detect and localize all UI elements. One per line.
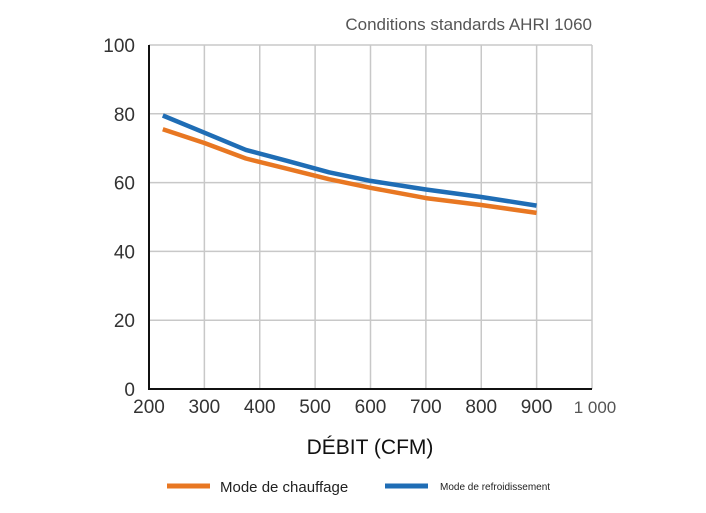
y-tick-label: 40	[114, 242, 135, 263]
x-tick-labels: 200 300 400 500 600 700 800 900 1 000	[133, 397, 616, 418]
x-tick-label: 500	[299, 397, 331, 418]
y-tick-label: 100	[103, 36, 135, 57]
y-tick-label: 0	[124, 380, 135, 401]
series-lines	[161, 113, 537, 216]
x-tick-label: 600	[355, 397, 387, 418]
x-tick-label: 400	[244, 397, 276, 418]
legend-label-cooling: Mode de refroidissement	[440, 482, 550, 493]
legend: Mode de chauffage Mode de refroidissemen…	[167, 479, 550, 496]
y-tick-labels: 0 20 40 60 80 100	[103, 36, 135, 401]
x-tick-label: 900	[521, 397, 553, 418]
y-tick-label: 20	[114, 311, 135, 332]
series-line-cooling	[161, 113, 537, 208]
series-line-heating	[162, 127, 537, 216]
y-tick-label: 80	[114, 105, 135, 126]
x-tick-label: 300	[189, 397, 221, 418]
x-tick-label: 200	[133, 397, 165, 418]
x-tick-label: 700	[410, 397, 442, 418]
y-tick-label: 60	[114, 174, 135, 195]
chart-subtitle: Conditions standards AHRI 1060	[345, 15, 592, 34]
axes	[148, 45, 592, 390]
legend-label-heating: Mode de chauffage	[220, 479, 348, 496]
x-axis-label: DÉBIT (CFM)	[307, 436, 434, 459]
x-tick-label: 1 000	[574, 398, 617, 417]
x-tick-label: 800	[465, 397, 497, 418]
grid	[149, 44, 593, 389]
